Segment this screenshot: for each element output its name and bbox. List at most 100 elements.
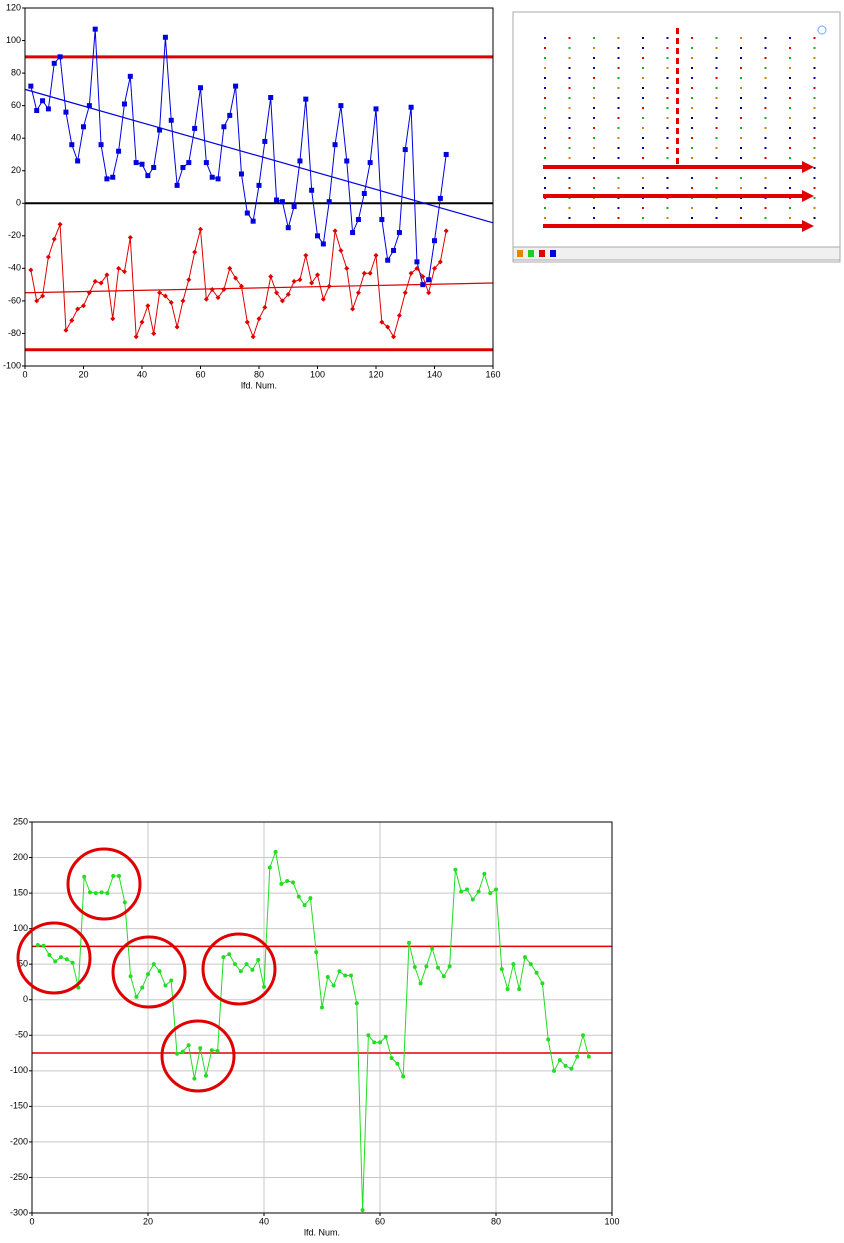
point: [157, 290, 163, 296]
point: [116, 265, 122, 271]
point: [367, 160, 373, 166]
point: [86, 103, 92, 109]
point: [76, 985, 81, 990]
point: [511, 962, 516, 967]
highlight-circle: [66, 847, 142, 921]
point: [401, 1074, 406, 1079]
wafer-die: [568, 147, 571, 149]
wafer-die: [813, 97, 816, 99]
point: [45, 254, 51, 260]
point: [57, 221, 63, 227]
wafer-die: [740, 57, 742, 59]
wafer-die: [813, 67, 816, 69]
point: [391, 334, 397, 340]
point: [408, 104, 414, 110]
point: [326, 199, 332, 205]
y-tick-label: -150: [10, 1101, 28, 1111]
point: [221, 955, 226, 960]
point: [92, 26, 98, 32]
wafer-die: [789, 177, 791, 179]
point: [349, 973, 353, 978]
point: [47, 952, 52, 957]
wafer-die: [666, 207, 669, 209]
wafer-die: [544, 87, 546, 89]
wafer-die: [715, 127, 718, 129]
wafer-die: [691, 127, 693, 129]
y-tick-label: -80: [8, 328, 21, 338]
wafer-die: [740, 67, 742, 69]
wafer-die: [617, 97, 620, 99]
wafer-die: [789, 147, 791, 149]
point: [53, 959, 58, 964]
point: [186, 1043, 191, 1048]
wafer-die: [715, 77, 718, 79]
highlight-circles: [16, 847, 277, 1093]
wafer-die: [789, 117, 791, 119]
wafer-die: [617, 207, 620, 209]
wafer-die: [715, 117, 718, 119]
wafer-die-marked: [676, 118, 679, 124]
point: [69, 317, 75, 323]
point: [430, 946, 435, 951]
x-tick-label: 140: [427, 369, 442, 379]
point: [581, 1033, 585, 1038]
point: [407, 940, 411, 945]
point: [204, 1073, 208, 1078]
point: [274, 197, 280, 203]
point: [134, 994, 139, 999]
wafer-die: [715, 157, 718, 159]
point: [569, 1066, 574, 1071]
wafer-die: [593, 177, 595, 179]
point: [267, 865, 272, 870]
wafer-die: [789, 157, 791, 159]
point: [412, 965, 417, 970]
x-tick-label: 100: [604, 1216, 619, 1226]
wafer-die: [642, 57, 644, 59]
point: [163, 983, 168, 988]
highlight-circle: [160, 1019, 236, 1093]
wafer-die: [789, 97, 791, 99]
wafer-die: [764, 37, 767, 39]
point: [308, 896, 313, 901]
point: [151, 962, 156, 967]
x-tick-label: 40: [259, 1216, 269, 1226]
wafer-die: [544, 187, 546, 189]
point: [338, 247, 344, 253]
point: [338, 103, 344, 109]
series-line: [30, 224, 447, 339]
wafer-die: [764, 77, 767, 79]
point: [320, 241, 326, 247]
y-tick-label: 80: [11, 67, 21, 77]
wafer-die: [764, 137, 767, 139]
wafer-die: [764, 107, 767, 109]
wafer-die: [666, 157, 669, 159]
wafer-die: [740, 37, 742, 39]
point: [354, 1001, 359, 1006]
wafer-die: [715, 147, 718, 149]
wafer-die: [666, 47, 669, 49]
point: [40, 293, 46, 299]
wafer-die: [568, 137, 571, 139]
point: [174, 182, 180, 188]
wafer-die: [764, 47, 767, 49]
point: [192, 125, 198, 131]
point: [303, 96, 309, 102]
point: [186, 277, 192, 283]
point: [303, 252, 309, 258]
wafer-die: [593, 117, 595, 119]
series-line: [30, 29, 447, 286]
highlight-circle: [111, 935, 187, 1009]
point: [285, 291, 291, 297]
point: [279, 199, 285, 205]
wafer-die: [764, 87, 767, 89]
point: [262, 984, 266, 989]
wafer-die: [642, 97, 644, 99]
point: [575, 1054, 580, 1059]
point: [63, 327, 69, 333]
point: [285, 225, 291, 231]
y-tick-label: -60: [8, 295, 21, 305]
wafer-die: [568, 47, 571, 49]
point: [233, 962, 237, 967]
point: [262, 304, 268, 310]
